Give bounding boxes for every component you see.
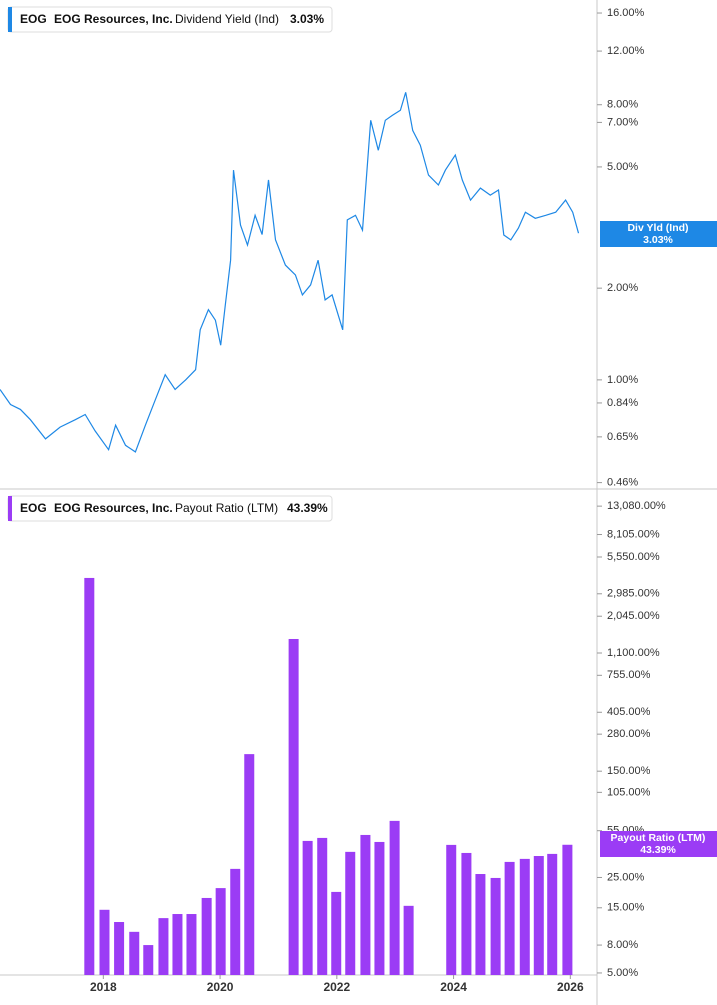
bar — [172, 914, 183, 975]
bar — [533, 856, 544, 975]
bar — [475, 874, 486, 975]
bar — [331, 891, 342, 975]
tag-label: Payout Ratio (LTM) — [611, 832, 706, 844]
y-tick-label: 105.00% — [607, 786, 651, 798]
legend-swatch — [8, 7, 12, 32]
y-tick-label: 755.00% — [607, 669, 651, 681]
last-value: 43.39% — [287, 501, 328, 515]
bar — [129, 931, 140, 975]
company: EOG Resources, Inc. — [54, 12, 173, 26]
tag-value: 43.39% — [640, 844, 676, 856]
y-tick-label: 280.00% — [607, 728, 651, 740]
y-tick-label: 0.46% — [607, 477, 638, 489]
line — [0, 92, 580, 453]
y-tick-label: 1,100.00% — [607, 647, 660, 659]
y-tick-label: 2,985.00% — [607, 588, 660, 600]
bar — [374, 841, 385, 975]
y-tick-label: 405.00% — [607, 706, 651, 718]
bar — [345, 851, 356, 975]
y-tick-label: 13,080.00% — [607, 500, 666, 512]
company: EOG Resources, Inc. — [54, 501, 173, 515]
legend-swatch — [8, 496, 12, 521]
legend-top: EOG EOG Resources, Inc. Dividend Yield (… — [7, 6, 333, 33]
last-value: 3.03% — [290, 12, 324, 26]
bar — [230, 868, 241, 975]
bar — [288, 638, 299, 975]
bar — [446, 844, 457, 975]
x-tick-label: 2024 — [440, 980, 467, 994]
x-tick-label: 2026 — [557, 980, 584, 994]
y-tick-label: 2,045.00% — [607, 610, 660, 622]
y-tick-label: 5.00% — [607, 967, 638, 979]
y-tick-label: 0.84% — [607, 397, 638, 409]
y-tick-label: 8,105.00% — [607, 528, 660, 540]
y-tick-label: 1.00% — [607, 374, 638, 386]
bar — [504, 861, 515, 975]
y-tick-label: 8.00% — [607, 99, 638, 111]
y-tick-label: 5.00% — [607, 161, 638, 173]
y-tick-label: 8.00% — [607, 939, 638, 951]
bar — [461, 852, 472, 975]
bar — [143, 945, 154, 975]
y-tick-label: 0.65% — [607, 431, 638, 443]
series-name: Dividend Yield (Ind) — [175, 12, 279, 26]
y-tick-label: 16.00% — [607, 7, 645, 19]
y-tick-label: 12.00% — [607, 45, 645, 57]
tag-value: 3.03% — [643, 234, 673, 246]
tag-top: Div Yld (Ind) 3.03% — [600, 221, 717, 247]
bar — [547, 853, 558, 975]
series-name: Payout Ratio (LTM) — [175, 501, 278, 515]
y-tick-label: 15.00% — [607, 902, 645, 914]
bar — [317, 837, 328, 975]
ticker: EOG — [20, 12, 47, 26]
y-tick-label: 5,550.00% — [607, 551, 660, 563]
ticker: EOG — [20, 501, 47, 515]
bar — [360, 834, 371, 975]
bar — [201, 897, 212, 975]
bar — [389, 820, 400, 975]
bar — [562, 844, 573, 975]
bar — [99, 909, 110, 975]
bar — [490, 877, 501, 975]
bar — [519, 858, 530, 975]
x-tick-label: 2020 — [207, 980, 234, 994]
bar — [244, 754, 255, 975]
y-tick-label: 2.00% — [607, 282, 638, 294]
bar — [403, 905, 414, 975]
y-tick-label: 150.00% — [607, 765, 651, 777]
y-tick-label: 25.00% — [607, 871, 645, 883]
x-tick-label: 2022 — [323, 980, 350, 994]
bar — [186, 914, 197, 975]
tag-bottom: Payout Ratio (LTM) 43.39% — [600, 831, 717, 857]
plots: 16.00% 12.00% 8.00% 7.00% 5.00% 2.00% 1.00% 0.8… — [0, 7, 666, 994]
bar — [158, 918, 169, 975]
value-tag — [600, 831, 717, 857]
bar — [215, 888, 226, 975]
x-tick-label: 2018 — [90, 980, 117, 994]
y-tick-label: 7.00% — [607, 116, 638, 128]
value-tag — [600, 221, 717, 247]
tag-label: Div Yld (Ind) — [627, 222, 688, 234]
bar — [302, 840, 313, 975]
bar — [84, 577, 95, 975]
bar — [114, 922, 125, 975]
legend-bottom: EOG EOG Resources, Inc. Payout Ratio (LT… — [7, 495, 333, 522]
